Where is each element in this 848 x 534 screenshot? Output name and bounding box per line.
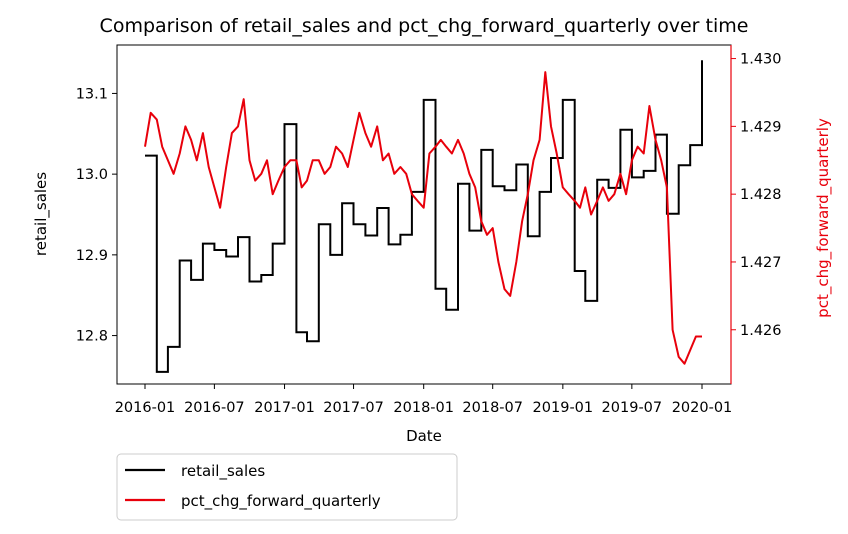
legend-label-pct-chg: pct_chg_forward_quarterly — [181, 492, 381, 511]
y-right-tick-label: 1.429 — [740, 119, 782, 135]
x-tick-label: 2017-01 — [254, 400, 315, 416]
y-left-tick-label: 13.1 — [76, 86, 108, 102]
x-tick-label: 2019-01 — [533, 400, 594, 416]
plot-area — [117, 45, 731, 384]
y-axis-right-label: pct_chg_forward_quarterly — [814, 118, 833, 318]
x-axis-label: Date — [406, 427, 442, 445]
y-right-tick-label: 1.427 — [740, 255, 782, 271]
x-tick-label: 2018-07 — [462, 400, 523, 416]
x-tick-label: 2016-07 — [184, 400, 245, 416]
y-left-tick-label: 12.9 — [76, 248, 108, 264]
chart-title: Comparison of retail_sales and pct_chg_f… — [100, 15, 749, 37]
y-left-tick-label: 12.8 — [76, 329, 108, 345]
x-tick-label: 2016-01 — [115, 400, 176, 416]
y-axis-left-label: retail_sales — [32, 172, 51, 256]
legend-label-retail-sales: retail_sales — [181, 462, 265, 481]
x-axis: 2016-01 2016-07 2017-01 2017-07 2018-01 2018-… — [115, 384, 733, 416]
x-tick-label: 2017-07 — [323, 400, 384, 416]
x-tick-label: 2019-07 — [602, 400, 663, 416]
y-right-tick-label: 1.430 — [740, 52, 782, 68]
legend: retail_sales pct_chg_forward_quarterly — [116, 453, 458, 521]
y-left-tick-label: 13.0 — [76, 167, 108, 183]
series-line-retail-sales — [145, 60, 703, 373]
y-axis-right: 1.426 1.427 1.428 1.429 1.430 — [731, 52, 782, 339]
series-layer — [144, 60, 703, 373]
series-line-pct-chg-forward-quarterly — [144, 71, 702, 365]
y-right-tick-label: 1.426 — [740, 323, 782, 339]
legend-box — [116, 453, 458, 521]
y-right-tick-label: 1.428 — [740, 187, 782, 203]
y-axis-left: 12.8 12.9 13.0 13.1 — [76, 86, 117, 345]
x-tick-label: 2020-01 — [672, 400, 733, 416]
x-tick-label: 2018-01 — [393, 400, 454, 416]
